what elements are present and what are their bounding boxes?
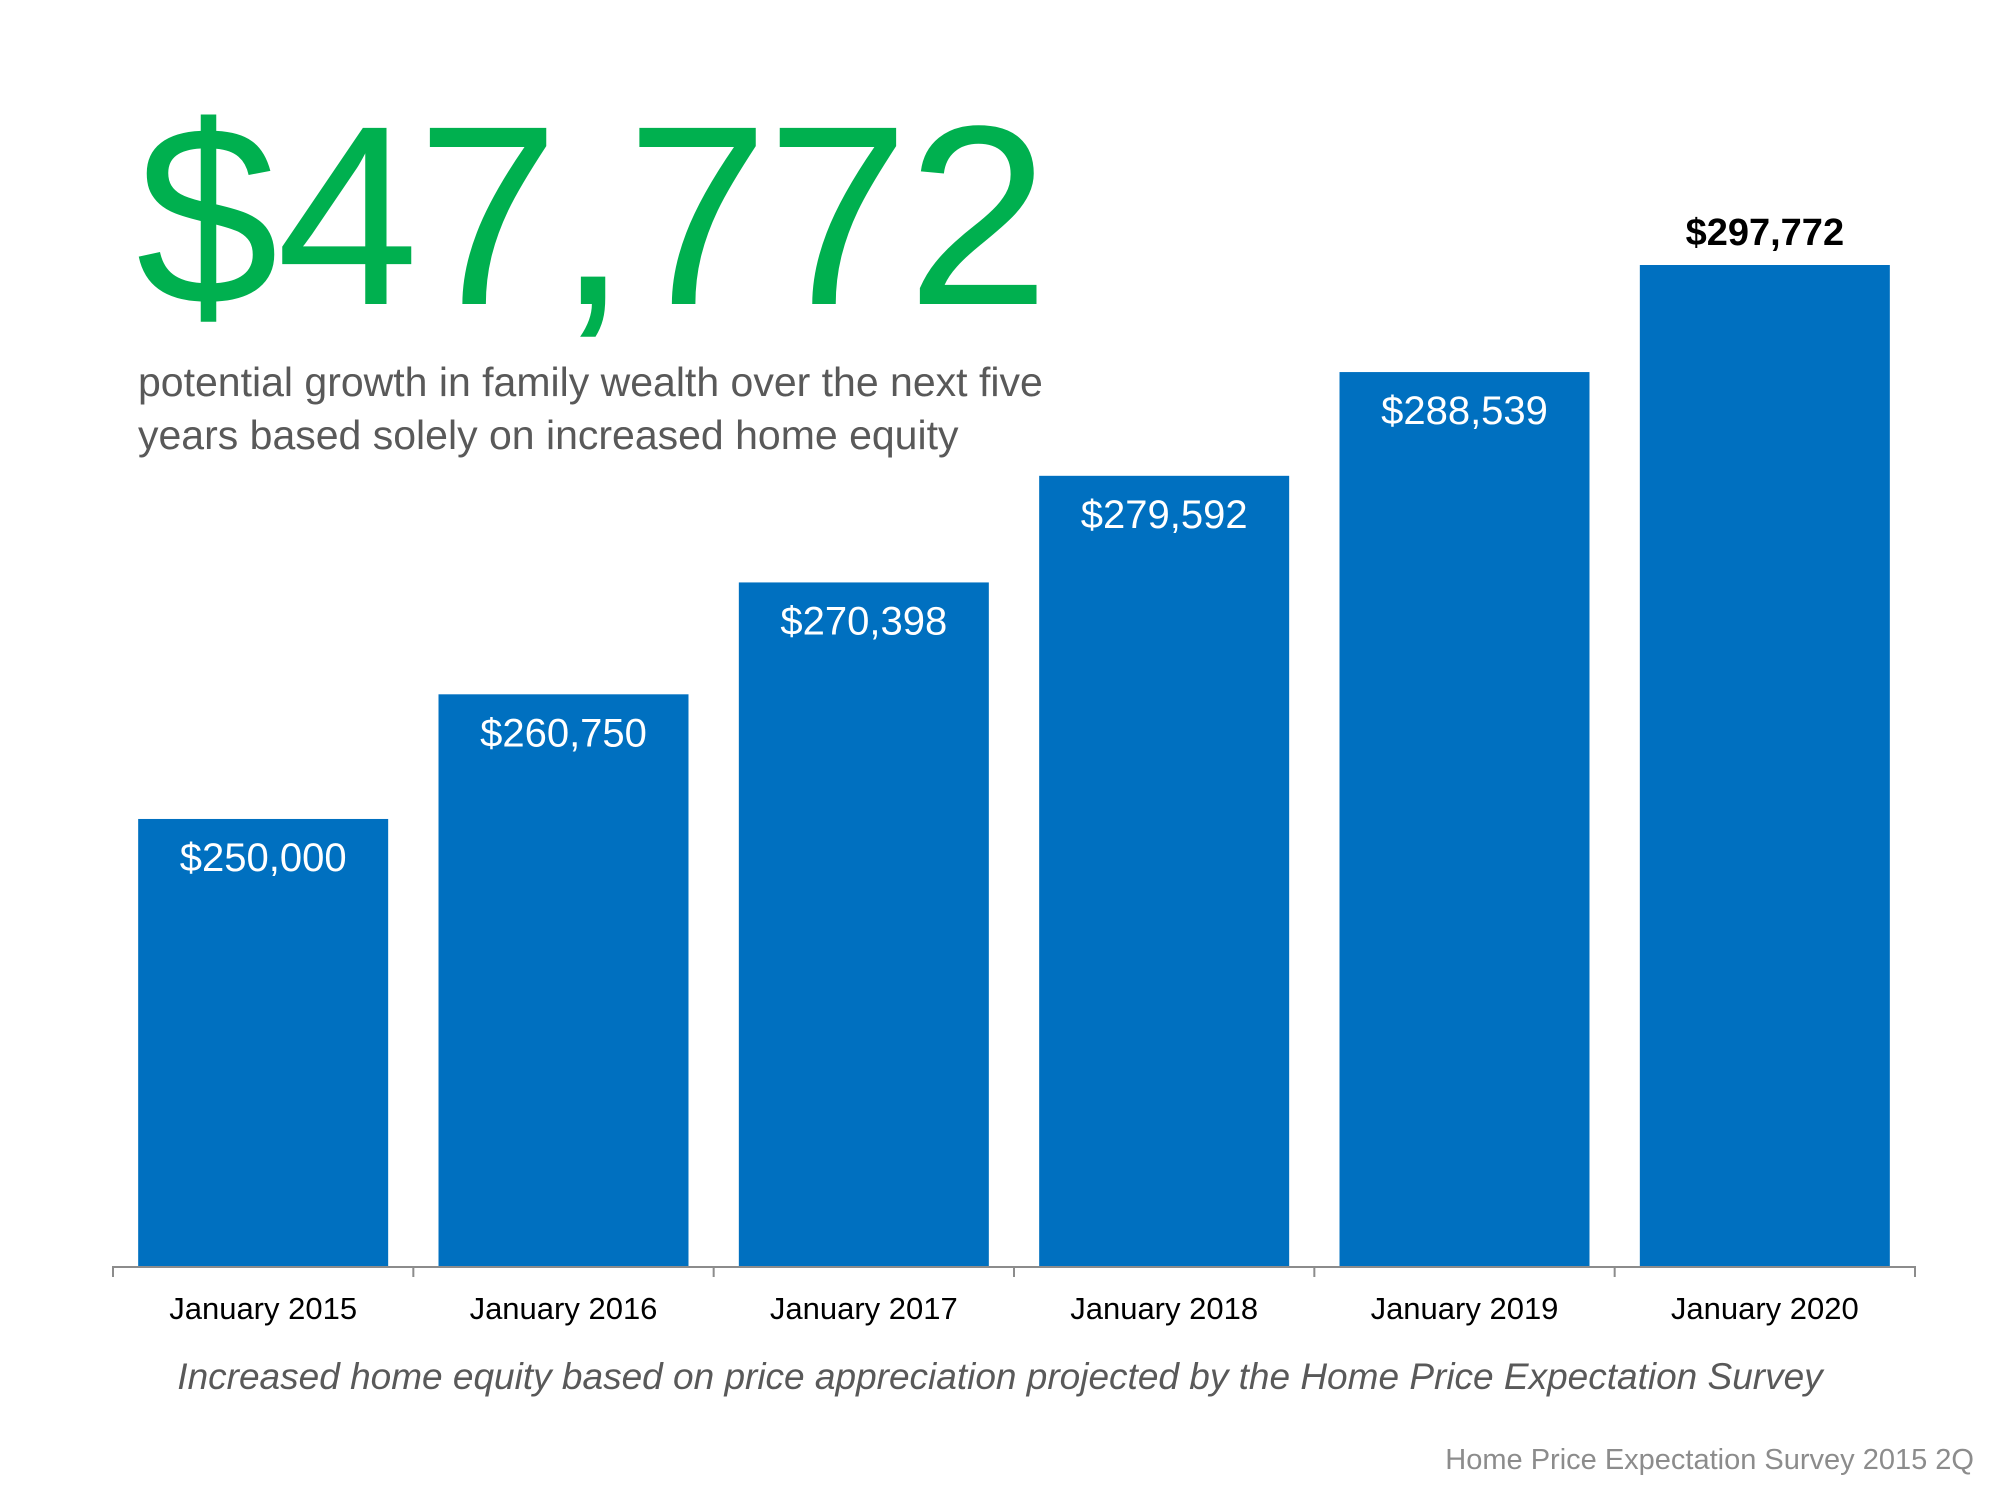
headline-amount: $47,772 (136, 73, 1049, 359)
category-label-5: January 2019 (1371, 1291, 1559, 1326)
category-label-1: January 2015 (169, 1291, 357, 1326)
bar-value-label-4: $279,592 (1081, 493, 1248, 537)
category-label-6: January 2020 (1671, 1291, 1859, 1326)
headline-description-line-2: years based solely on increased home equ… (138, 412, 959, 458)
category-label-3: January 2017 (770, 1291, 958, 1326)
category-labels-group: January 2015 January 2016 January 2017 Janu… (169, 1291, 1859, 1326)
x-axis (112, 1266, 1916, 1277)
bar-value-label-2: $260,750 (480, 711, 647, 755)
category-label-2: January 2016 (470, 1291, 658, 1326)
bar-5 (1339, 372, 1590, 1266)
headline-description-line-1: potential growth in family wealth over t… (138, 359, 1043, 405)
chart-caption: Increased home equity based on price app… (177, 1356, 1823, 1397)
source-note: Home Price Expectation Survey 2015 2Q (1445, 1444, 1974, 1476)
value-labels-group: $250,000 $260,750 $270,398 $279,592 $288,539… (180, 212, 1844, 880)
bar-4 (1039, 475, 1290, 1267)
headline-description: potential growth in family wealth over t… (138, 356, 1178, 462)
bar-value-label-1: $250,000 (180, 836, 347, 880)
bar-2 (438, 694, 689, 1266)
bar-value-label-5: $288,539 (1381, 389, 1548, 433)
bar-3 (738, 582, 989, 1266)
category-label-4: January 2018 (1070, 1291, 1258, 1326)
bar-value-label-3: $270,398 (780, 599, 947, 643)
bars-group (138, 265, 1890, 1267)
bar-value-label-6: $297,772 (1686, 212, 1845, 254)
bar-1 (138, 818, 389, 1266)
bar-6 (1639, 265, 1890, 1266)
